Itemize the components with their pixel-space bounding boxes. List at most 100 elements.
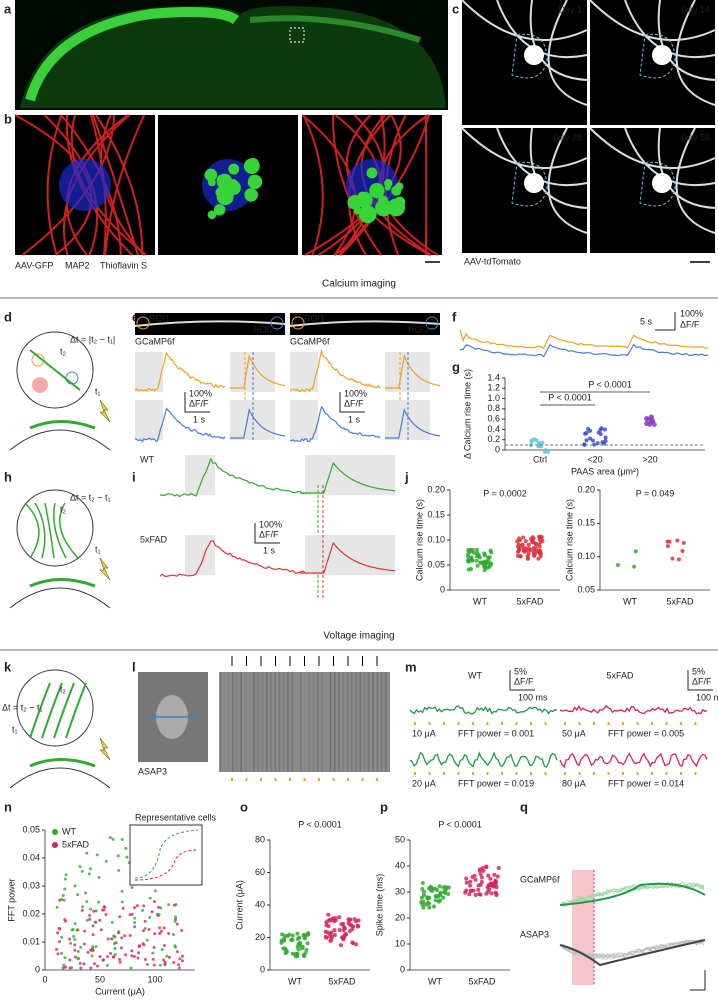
point xyxy=(158,926,162,930)
point xyxy=(428,884,433,889)
dystrophy xyxy=(524,45,544,65)
x-tick-label: WT xyxy=(288,976,302,986)
point xyxy=(477,868,482,873)
point xyxy=(279,940,284,945)
point xyxy=(61,893,65,897)
y-tick-label: 0.02 xyxy=(22,908,40,918)
point xyxy=(91,933,95,937)
point xyxy=(667,539,672,544)
cortex-band xyxy=(25,7,239,102)
point xyxy=(433,898,438,903)
point xyxy=(665,544,670,549)
point xyxy=(94,909,98,913)
voltage-trace xyxy=(559,704,708,715)
dystrophy xyxy=(652,173,672,193)
point xyxy=(482,568,487,573)
plaque-outline xyxy=(639,161,676,207)
t-label: t₁ xyxy=(95,544,101,554)
point xyxy=(476,887,481,892)
indicator-label: ASAP3 xyxy=(138,766,167,776)
point xyxy=(332,919,337,924)
point xyxy=(73,943,77,947)
point xyxy=(347,929,352,934)
point xyxy=(90,954,94,958)
neurite xyxy=(65,682,87,739)
point xyxy=(89,907,93,911)
roi xyxy=(291,316,305,330)
point xyxy=(324,935,329,940)
trace-label: ASAP3 xyxy=(520,929,549,939)
point xyxy=(526,542,531,547)
p-value: P = 0.049 xyxy=(636,488,675,498)
neurite xyxy=(589,127,716,169)
gfp-blob xyxy=(394,196,406,208)
scale-bar xyxy=(254,523,280,544)
fft-label: FFT power = 0.005 xyxy=(608,728,684,738)
panel-letter: d xyxy=(4,309,12,324)
gfp-blob xyxy=(228,163,240,175)
neurite xyxy=(547,127,588,234)
point xyxy=(479,560,484,565)
gfp-blob xyxy=(215,187,226,198)
gfp-blob xyxy=(395,182,404,191)
point xyxy=(647,421,653,427)
point xyxy=(99,928,103,932)
point xyxy=(466,548,471,553)
point xyxy=(63,918,67,922)
point xyxy=(64,873,68,877)
inset-curve xyxy=(134,829,199,879)
gfp-blob xyxy=(358,191,366,200)
point xyxy=(180,928,184,932)
point xyxy=(104,913,108,917)
point xyxy=(135,904,139,908)
plaque-outline xyxy=(511,161,548,207)
scale-label: ΔF/F xyxy=(344,398,364,408)
point xyxy=(681,540,686,545)
neurons xyxy=(29,758,96,768)
point xyxy=(91,924,95,928)
point xyxy=(423,902,428,907)
neurite xyxy=(675,127,716,234)
point xyxy=(158,932,162,936)
x-tick-label: 5xFAD xyxy=(328,976,356,986)
point xyxy=(87,872,91,876)
point xyxy=(341,928,346,933)
point xyxy=(468,883,473,888)
point xyxy=(296,947,301,952)
point xyxy=(63,887,67,891)
t-label: t₁ xyxy=(95,386,101,396)
point xyxy=(492,872,497,877)
x-tick-label: 0 xyxy=(42,974,47,984)
point xyxy=(433,894,438,899)
point xyxy=(520,542,525,547)
calcium-trace xyxy=(289,405,381,442)
map2-fiber xyxy=(302,114,324,256)
stimulus xyxy=(99,399,111,423)
roi xyxy=(425,316,439,330)
point xyxy=(443,891,448,896)
point xyxy=(441,885,446,890)
point xyxy=(159,906,163,910)
point xyxy=(435,888,440,893)
point xyxy=(147,928,151,932)
p-value: P < 0.0001 xyxy=(548,392,592,402)
point xyxy=(528,548,533,553)
point xyxy=(475,563,480,568)
x-tick-label: 5xFAD xyxy=(468,976,496,986)
calcium-trace xyxy=(230,408,286,439)
point xyxy=(341,937,346,942)
point xyxy=(143,927,147,931)
point xyxy=(106,937,110,941)
f-trace xyxy=(459,329,709,349)
point xyxy=(537,550,542,555)
point xyxy=(332,933,337,938)
point xyxy=(101,958,105,962)
point xyxy=(91,945,95,949)
point xyxy=(160,948,164,952)
panel-letter: j xyxy=(404,469,409,484)
point xyxy=(644,416,650,422)
point xyxy=(128,933,132,937)
point xyxy=(75,928,79,932)
point xyxy=(333,916,338,921)
y-tick-label: 0.8 xyxy=(487,403,500,413)
